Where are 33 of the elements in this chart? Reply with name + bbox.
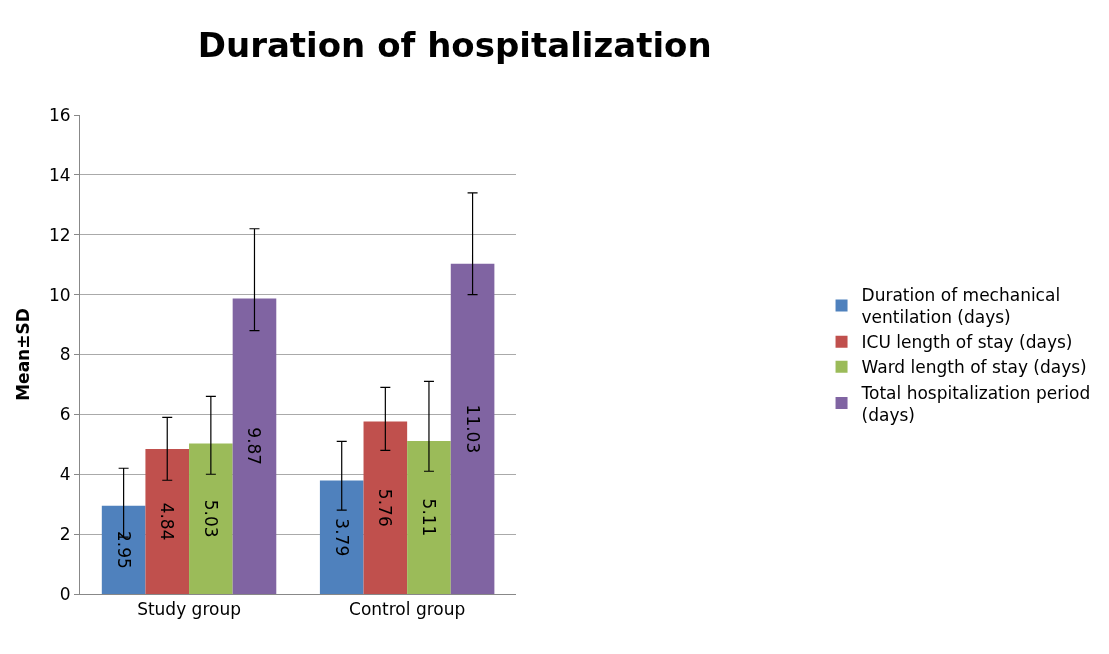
- y-tick-label: 8: [59, 344, 71, 365]
- data-label: 2.95: [113, 530, 134, 569]
- legend-label: ICU length of stay (days): [861, 332, 1073, 353]
- y-tick-label: 6: [59, 404, 71, 425]
- bar: [407, 441, 451, 594]
- x-tick-label: Study group: [137, 599, 241, 620]
- y-tick-label: 12: [48, 224, 71, 245]
- y-tick-label: 0: [59, 583, 71, 604]
- data-label: 5.76: [375, 488, 396, 527]
- y-axis-title: Mean±SD: [12, 308, 33, 401]
- bar: [363, 421, 408, 594]
- y-tick-label: 14: [48, 164, 71, 185]
- data-label: 5.03: [200, 499, 221, 538]
- bar: [145, 449, 190, 594]
- y-tick-label: 4: [59, 464, 71, 485]
- data-label: 4.84: [157, 502, 178, 541]
- y-tick-label: 10: [48, 284, 71, 305]
- data-label: 5.11: [418, 498, 439, 537]
- data-label: 9.87: [244, 427, 265, 466]
- legend-label: Ward length of stay (days): [861, 357, 1087, 378]
- bar: [101, 505, 146, 594]
- y-tick-label: 2: [59, 524, 71, 545]
- x-tick-label: Control group: [349, 599, 466, 620]
- data-label: 3.79: [331, 518, 352, 557]
- bar: [232, 298, 277, 594]
- legend-label: Duration of mechanical ventilation (days): [861, 285, 1061, 328]
- legend-label: Total hospitalization period (days): [860, 382, 1091, 425]
- chart-title: Duration of hospitalization: [197, 24, 712, 65]
- y-tick-label: 16: [48, 104, 71, 125]
- bar: [319, 480, 364, 594]
- bar: [450, 263, 495, 594]
- data-label: 11.03: [462, 404, 483, 454]
- bar: [189, 443, 233, 594]
